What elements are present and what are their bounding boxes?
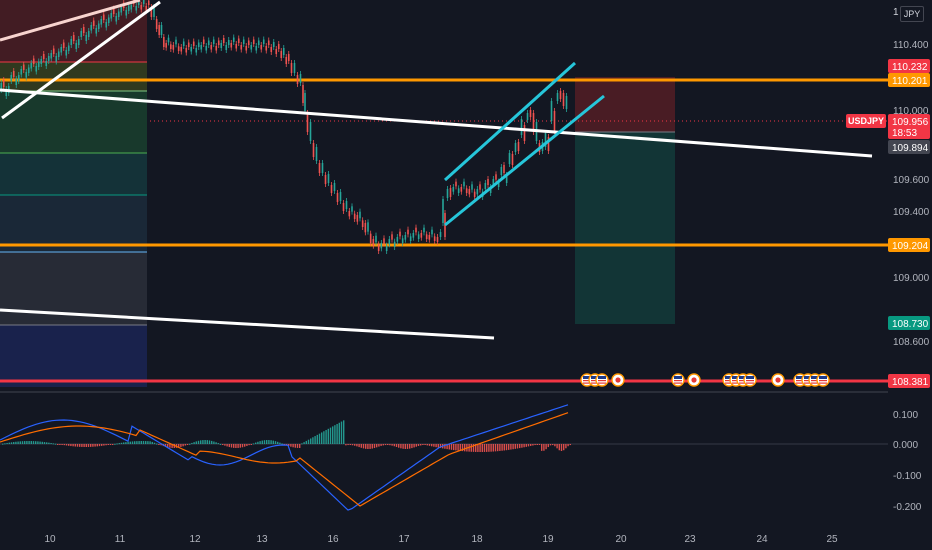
macd-histogram [2,420,571,452]
price-tag-level-110201: 110.201 [888,73,930,87]
price-axis-label: 110.400 [893,40,929,51]
fib-zone-navy [0,325,147,387]
macd-axis[interactable]: 0.100 0.000 -0.100 -0.200 [893,410,922,513]
time-axis-label: 12 [189,534,201,545]
fib-zone-blue [0,195,147,252]
time-axis-label: 23 [684,534,696,545]
macd-line [0,404,569,511]
us-flag-icon[interactable] [671,373,685,387]
price-tag-level-108381: 108.381 [888,374,930,388]
position-target-zone[interactable] [575,132,675,324]
position-stop-zone[interactable] [575,77,675,132]
trend-line-upper[interactable] [0,88,873,158]
price-candles [0,0,568,254]
japan-flag-icon[interactable] [611,373,625,387]
svg-text:108.730: 108.730 [892,319,929,330]
fib-zone-red [0,0,147,62]
price-axis-label: 109.000 [893,273,930,284]
svg-text:18:53: 18:53 [892,128,917,139]
svg-text:109.204: 109.204 [892,241,929,252]
svg-text:110.232: 110.232 [892,62,928,73]
price-axis-label: 108.600 [893,337,930,348]
channel-lower-line[interactable] [444,94,605,227]
price-tag-level-109894: 109.894 [888,140,930,154]
svg-text:109.956: 109.956 [892,117,929,128]
time-axis-label: 25 [826,534,838,545]
price-tag-level-109204: 109.204 [888,238,930,252]
svg-text:110.201: 110.201 [892,76,928,87]
price-axis-label: 110.000 [893,106,929,117]
time-axis[interactable]: 10 11 12 13 16 17 18 19 20 23 24 25 [44,534,838,545]
trend-line-diagonal[interactable] [1,0,161,120]
macd-indicator [0,404,888,511]
price-axis[interactable]: 110.400 110.000 109.600 109.400 109.000 108.6… [893,40,930,348]
time-axis-label: 17 [398,534,410,545]
japan-flag-icon[interactable] [687,373,701,387]
trend-line-top-left[interactable] [0,0,141,42]
price-tag-countdown: 18:53 [888,125,930,139]
currency-button[interactable]: JPY [900,6,924,22]
time-axis-label: 19 [542,534,554,545]
scale-top-label: 1 [893,7,899,18]
us-flag-icon[interactable] [743,373,757,387]
price-tag-level-110232: 110.232 [888,59,930,73]
macd-axis-label: 0.000 [893,440,918,451]
us-flag-icon[interactable] [816,373,830,387]
macd-axis-label: -0.100 [893,471,922,482]
time-axis-label: 11 [115,534,126,545]
channel-upper-line[interactable] [443,61,577,182]
price-tag-last-price: 109.956 [888,114,930,128]
price-tag-level-108730: 108.730 [888,316,930,330]
time-axis-label: 13 [256,534,268,545]
us-flag-icon[interactable] [595,373,609,387]
trend-line-lower[interactable] [0,308,495,340]
fib-zone-teal [0,153,147,195]
economic-events[interactable] [580,373,830,387]
time-axis-label: 24 [756,534,768,545]
price-axis-label: 109.400 [893,207,930,218]
macd-axis-label: 0.100 [893,410,918,421]
time-axis-label: 20 [615,534,627,545]
time-axis-label: 10 [44,534,56,545]
japan-flag-icon[interactable] [771,373,785,387]
macd-signal-line [0,412,569,507]
svg-text:109.894: 109.894 [892,143,929,154]
price-axis-label: 109.600 [893,175,930,186]
macd-axis-label: -0.200 [893,502,922,513]
time-axis-label: 16 [327,534,339,545]
symbol-label: USDJPY [846,114,886,128]
time-axis-label: 18 [471,534,483,545]
svg-text:108.381: 108.381 [892,377,929,388]
